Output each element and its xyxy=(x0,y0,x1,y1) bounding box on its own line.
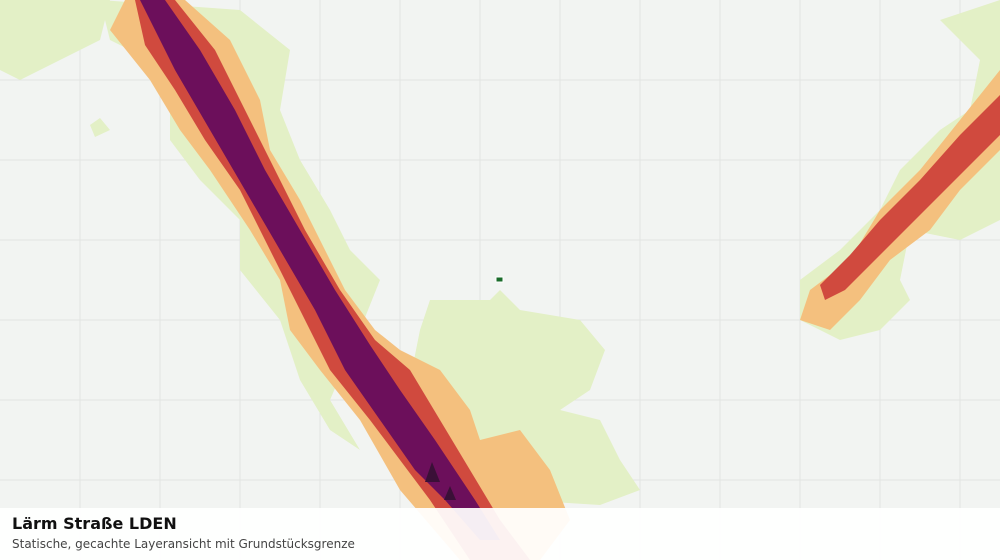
source-markers xyxy=(425,462,456,500)
noise-zone-very-high xyxy=(140,0,500,540)
layer-subtitle: Statische, gecachte Layeransicht mit Gru… xyxy=(12,537,355,551)
parcel-marker xyxy=(495,276,504,283)
layer-title: Lärm Straße LDEN xyxy=(12,514,177,533)
info-panel: Lärm Straße LDEN Statische, gecachte Lay… xyxy=(0,508,1000,560)
